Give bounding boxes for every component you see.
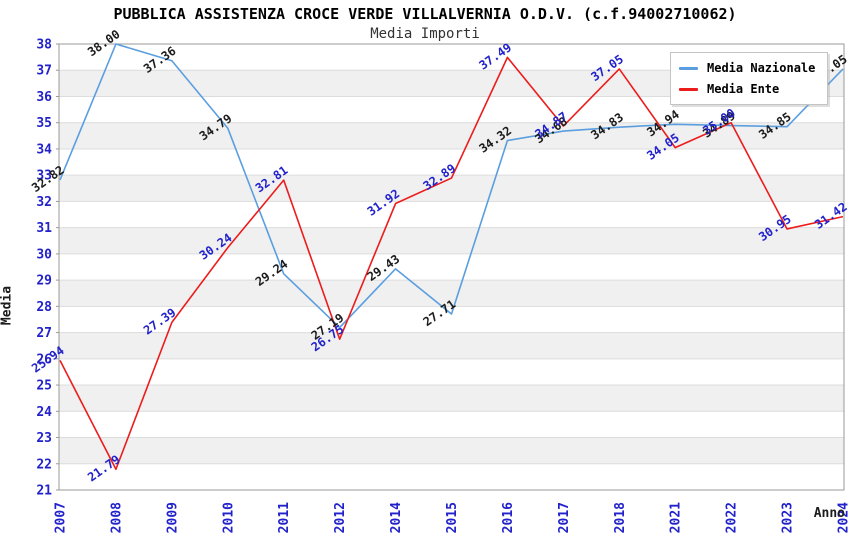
series-line-media-nazionale <box>59 43 844 329</box>
plot-band <box>59 385 844 412</box>
point-label: 37.49 <box>477 40 515 72</box>
y-tick-label: 21 <box>36 484 52 499</box>
point-label: 25.94 <box>29 343 67 375</box>
y-tick-label: 22 <box>36 457 52 472</box>
legend-item-label: Media Nazionale <box>707 61 816 75</box>
y-tick-label: 30 <box>36 247 52 262</box>
y-axis-title: Media <box>0 285 15 326</box>
x-tick-label: 2022 <box>725 502 740 533</box>
chart-title: PUBBLICA ASSISTENZA CROCE VERDE VILLALVE… <box>113 5 737 23</box>
plot-border <box>58 43 845 491</box>
x-tick-label: 2009 <box>165 502 180 533</box>
x-tick-label: 2023 <box>781 502 796 533</box>
y-tick-label: 38 <box>36 38 52 53</box>
x-tick-label: 2017 <box>557 502 572 533</box>
legend-item-media-nazionale: Media Nazionale <box>679 61 815 75</box>
plot-band <box>59 122 844 149</box>
y-tick-label: 31 <box>36 221 52 236</box>
y-tick-label: 34 <box>36 142 52 157</box>
x-tick-label: 2010 <box>221 502 236 533</box>
x-tick-label: 2016 <box>501 502 516 533</box>
plot-band <box>59 437 844 464</box>
y-tick-label: 26 <box>36 352 52 367</box>
y-tick-label: 35 <box>36 116 52 131</box>
x-tick-label: 2007 <box>54 502 69 533</box>
plot-band <box>59 332 844 359</box>
y-tick-label: 29 <box>36 274 52 289</box>
x-tick-label: 2015 <box>445 502 460 533</box>
plot-band <box>59 227 844 254</box>
x-tick-label: 2014 <box>389 502 404 533</box>
y-tick-label: 23 <box>36 431 52 446</box>
x-tick-label: 2021 <box>669 502 684 533</box>
y-tick-label: 36 <box>36 90 52 105</box>
y-tick-label: 24 <box>36 405 52 420</box>
x-tick-label: 2008 <box>109 502 124 533</box>
legend: Media Nazionale Media Ente <box>670 52 829 105</box>
legend-line-nazionale-icon <box>679 66 698 70</box>
x-tick-label: 2011 <box>277 502 292 533</box>
x-axis-title: Anno <box>813 506 845 521</box>
y-tick-label: 27 <box>36 326 52 341</box>
y-tick-label: 37 <box>36 64 52 79</box>
chart-subtitle: Media Importi <box>370 26 480 42</box>
plot-band <box>59 280 844 307</box>
y-tick-label: 25 <box>36 379 52 394</box>
series-line-media-ente <box>59 56 844 471</box>
y-tick-label: 33 <box>36 169 52 184</box>
x-tick-label: 2024 <box>837 502 850 533</box>
plot-band <box>59 175 844 202</box>
x-tick-label: 2018 <box>613 502 628 533</box>
legend-item-media-ente: Media Ente <box>679 82 815 96</box>
y-tick-label: 32 <box>36 195 52 210</box>
y-tick-label: 28 <box>36 300 52 315</box>
legend-line-ente-icon <box>679 87 698 91</box>
legend-item-label: Media Ente <box>707 82 780 96</box>
point-label: 29.43 <box>365 252 403 284</box>
x-tick-label: 2012 <box>333 502 348 533</box>
